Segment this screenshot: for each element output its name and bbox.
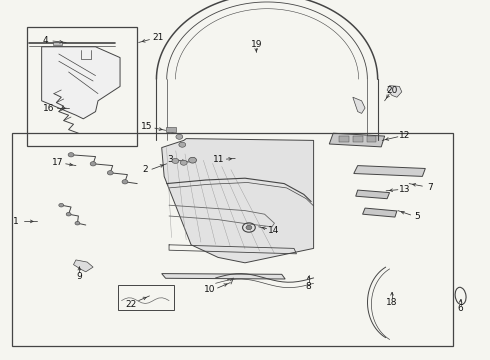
Circle shape: [167, 128, 174, 133]
Circle shape: [172, 158, 179, 163]
Bar: [53, 42, 62, 45]
Text: 7: 7: [427, 184, 433, 192]
Text: 1: 1: [13, 217, 19, 226]
Text: 4: 4: [42, 36, 48, 45]
Text: 13: 13: [399, 184, 411, 194]
Text: 16: 16: [43, 104, 55, 112]
Circle shape: [59, 203, 64, 207]
Circle shape: [179, 142, 186, 147]
Polygon shape: [353, 97, 365, 113]
Circle shape: [176, 134, 183, 139]
Circle shape: [246, 225, 252, 230]
Bar: [27, 27, 137, 146]
Polygon shape: [74, 260, 93, 272]
Polygon shape: [387, 86, 402, 97]
Text: 20: 20: [386, 86, 398, 95]
Polygon shape: [329, 133, 385, 147]
Text: 9: 9: [76, 272, 82, 281]
Polygon shape: [42, 47, 120, 119]
Circle shape: [180, 160, 187, 165]
Text: 22: 22: [125, 300, 136, 309]
Polygon shape: [354, 166, 425, 176]
Text: 15: 15: [141, 122, 153, 131]
Circle shape: [122, 180, 128, 184]
Text: 8: 8: [306, 282, 312, 291]
Circle shape: [107, 171, 113, 175]
Circle shape: [189, 157, 196, 163]
Polygon shape: [162, 274, 285, 279]
Bar: [12, 133, 453, 346]
Text: 5: 5: [415, 212, 420, 221]
Bar: [367, 136, 376, 142]
Text: 14: 14: [268, 226, 279, 235]
Text: 3: 3: [167, 154, 173, 163]
Bar: [118, 285, 174, 310]
Circle shape: [66, 212, 71, 216]
Bar: [166, 127, 176, 132]
Text: 10: 10: [204, 285, 216, 294]
Text: 21: 21: [152, 33, 164, 42]
Bar: [353, 136, 363, 142]
Polygon shape: [363, 208, 397, 217]
Text: 18: 18: [386, 298, 398, 307]
Circle shape: [90, 162, 96, 166]
Polygon shape: [162, 139, 314, 263]
Text: 6: 6: [458, 305, 464, 313]
Bar: [339, 136, 349, 142]
Text: 17: 17: [52, 158, 64, 167]
Text: 19: 19: [250, 40, 262, 49]
Text: 12: 12: [399, 130, 411, 139]
Circle shape: [75, 221, 80, 225]
Circle shape: [68, 153, 74, 157]
Text: 2: 2: [142, 165, 148, 174]
Text: 11: 11: [213, 154, 224, 163]
Polygon shape: [356, 190, 390, 199]
